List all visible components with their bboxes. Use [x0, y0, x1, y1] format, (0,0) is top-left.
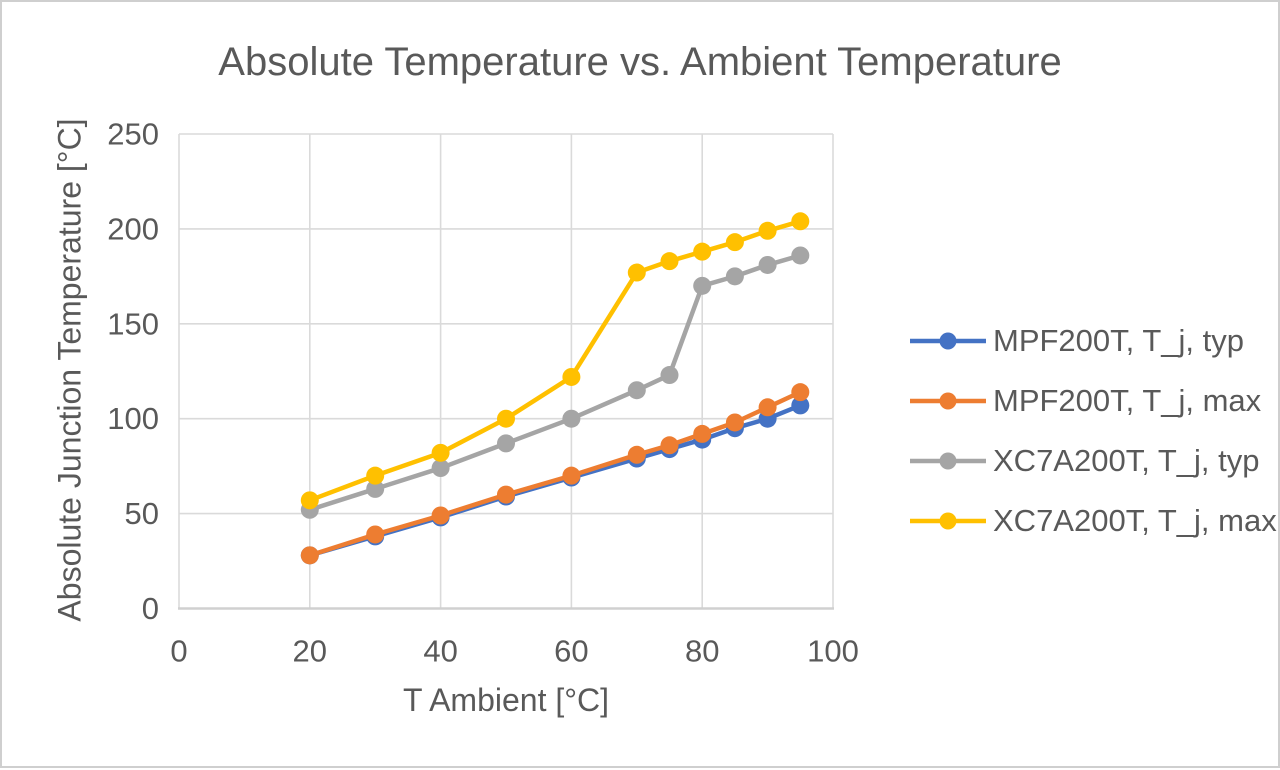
legend-marker-icon	[910, 332, 986, 350]
series-2-marker-x50	[497, 434, 515, 453]
series-1-marker-x70	[627, 445, 646, 464]
x-axis-title: T Ambient [°C]	[402, 682, 610, 718]
series-1-marker-x95	[791, 383, 810, 402]
legend-item-label: MPF200T, T_j, max	[993, 383, 1262, 418]
x-axis-tick-label-40: 40	[423, 634, 457, 669]
legend-item-2: XC7A200T, T_j, typ	[910, 437, 1260, 485]
legend-item-3: XC7A200T, T_j, max	[910, 497, 1277, 545]
y-axis-tick-label-100: 100	[107, 401, 159, 436]
series-2-marker-x85	[725, 267, 744, 286]
series-1-marker-x80	[693, 424, 712, 443]
series-3-marker-x20	[300, 491, 319, 510]
series-1-marker-x60	[562, 466, 581, 485]
series-3-marker-x90	[758, 221, 777, 240]
series-1-marker-x20	[300, 546, 319, 565]
series-2-marker-x95	[791, 246, 810, 265]
series-1-marker-x40	[431, 506, 450, 525]
series-1-marker-x30	[366, 525, 385, 544]
series-3-marker-x60	[562, 367, 581, 386]
y-axis-tick-label-50: 50	[125, 496, 159, 531]
series-0-marker-x95	[791, 396, 810, 415]
x-axis-tick-label-60: 60	[554, 634, 588, 669]
x-axis-tick-label-0: 0	[170, 634, 187, 669]
legend-marker-icon	[910, 512, 986, 530]
series-2-marker-x80	[693, 276, 712, 295]
series-2-marker-x90	[758, 255, 777, 274]
series-1-marker-x90	[758, 398, 777, 417]
x-axis-tick-label-20: 20	[293, 634, 327, 669]
series-3-line	[307, 219, 803, 503]
x-axis-tick-label-100: 100	[807, 634, 859, 669]
series-3-marker-x50	[497, 409, 515, 428]
legend-item-label: XC7A200T, T_j, typ	[993, 443, 1260, 478]
legend-marker-icon	[910, 452, 986, 470]
legend-marker-icon	[910, 392, 986, 410]
series-3-marker-x95	[791, 212, 810, 231]
legend-item-0: MPF200T, T_j, typ	[910, 317, 1244, 365]
y-axis-tick-label-250: 250	[107, 117, 159, 152]
series-3-marker-x40	[431, 443, 450, 462]
series-1-marker-x85	[725, 413, 744, 432]
series-3-marker-x75	[660, 252, 679, 271]
series-2-marker-x75	[660, 366, 679, 385]
series-2-marker-x30	[366, 479, 385, 498]
series-3-marker-x30	[366, 466, 385, 485]
legend-item-label: MPF200T, T_j, typ	[993, 323, 1244, 358]
x-axis-tick-label-80: 80	[685, 634, 719, 669]
series-2-marker-x60	[562, 409, 581, 428]
series-3-marker-x85	[725, 233, 744, 252]
series-3-marker-x80	[693, 242, 712, 261]
y-axis-tick-label-200: 200	[107, 211, 159, 246]
series-1-marker-x50	[497, 485, 515, 504]
chart-title: Absolute Temperature vs. Ambient Tempera…	[218, 40, 1062, 84]
y-axis-title: Absolute Junction Temperature [°C]	[51, 118, 88, 622]
legend-item-label: XC7A200T, T_j, max	[993, 503, 1277, 538]
series-2-marker-x40	[431, 459, 450, 478]
legend-item-1: MPF200T, T_j, max	[910, 377, 1261, 425]
series-3-marker-x70	[627, 263, 646, 282]
series-2-marker-x70	[627, 381, 646, 400]
y-axis-tick-label-0: 0	[142, 591, 159, 626]
y-axis-tick-label-150: 150	[107, 306, 159, 341]
series-1-marker-x75	[660, 436, 679, 455]
